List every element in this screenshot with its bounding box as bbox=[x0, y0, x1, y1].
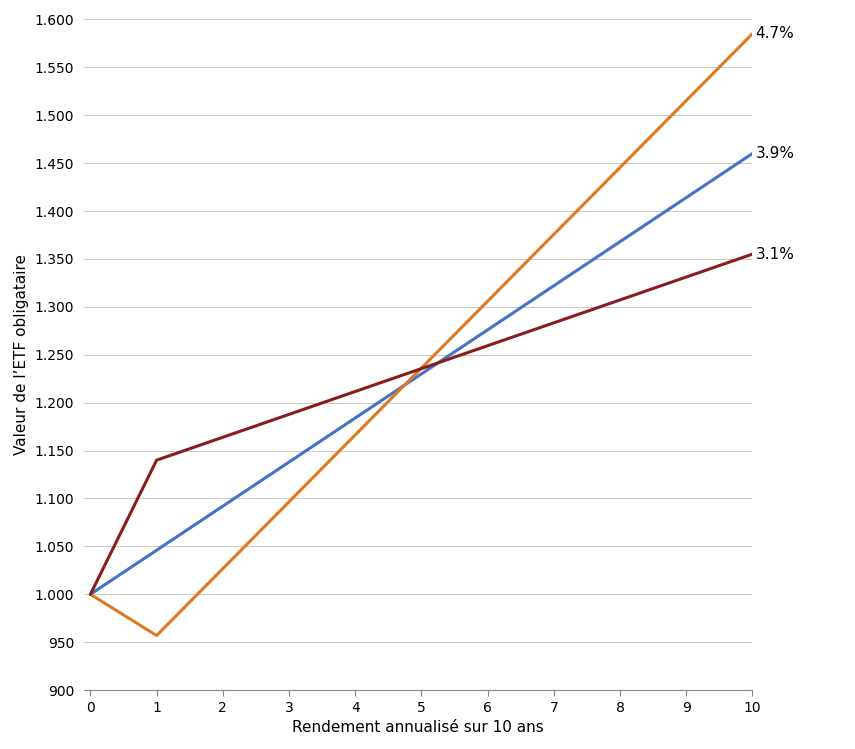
Y-axis label: Valeur de l’ETF obligataire: Valeur de l’ETF obligataire bbox=[14, 254, 29, 455]
X-axis label: Rendement annualisé sur 10 ans: Rendement annualisé sur 10 ans bbox=[292, 720, 544, 735]
Text: 3.1%: 3.1% bbox=[756, 246, 794, 261]
Text: 3.9%: 3.9% bbox=[756, 146, 794, 161]
Text: 4.7%: 4.7% bbox=[756, 26, 794, 41]
